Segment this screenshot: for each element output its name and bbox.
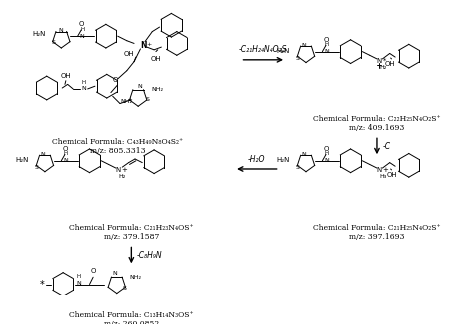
Text: S: S bbox=[123, 286, 127, 291]
Text: N: N bbox=[115, 167, 120, 173]
Text: NH₂: NH₂ bbox=[151, 87, 163, 92]
Text: S: S bbox=[296, 165, 300, 170]
Text: H₂N: H₂N bbox=[15, 157, 28, 163]
Text: -C₈H₉N: -C₈H₉N bbox=[137, 251, 163, 260]
Text: -C: -C bbox=[383, 142, 391, 151]
Text: OH: OH bbox=[151, 56, 161, 62]
Text: N: N bbox=[58, 28, 63, 33]
Text: H₂N: H₂N bbox=[32, 31, 46, 37]
Text: m/z: 805.3313: m/z: 805.3313 bbox=[90, 147, 146, 155]
Text: Chemical Formula: C₂₁H₂₃N₄OS⁺: Chemical Formula: C₂₁H₂₃N₄OS⁺ bbox=[69, 224, 194, 232]
Text: O: O bbox=[323, 146, 328, 152]
Text: H: H bbox=[325, 151, 329, 156]
Text: +: + bbox=[383, 167, 388, 173]
Text: OH: OH bbox=[386, 172, 397, 178]
Text: OH: OH bbox=[384, 61, 395, 67]
Text: Chemical Formula: C₁₃H₁₄N₃OS⁺: Chemical Formula: C₁₃H₁₄N₃OS⁺ bbox=[69, 310, 194, 318]
Text: N: N bbox=[80, 34, 84, 39]
Text: N: N bbox=[325, 158, 329, 163]
Text: N: N bbox=[325, 49, 329, 54]
Text: N: N bbox=[113, 271, 118, 276]
Text: S: S bbox=[35, 165, 39, 170]
Text: N: N bbox=[376, 58, 382, 64]
Text: H₃: H₃ bbox=[380, 174, 387, 179]
Text: N: N bbox=[140, 41, 146, 50]
Text: O: O bbox=[62, 146, 68, 152]
Text: H₂N: H₂N bbox=[276, 48, 290, 54]
Text: N: N bbox=[41, 152, 46, 157]
Text: H: H bbox=[325, 42, 329, 47]
Text: *: * bbox=[40, 280, 45, 290]
Text: +: + bbox=[147, 41, 152, 47]
Text: H: H bbox=[82, 80, 86, 85]
Text: -C₂₁H₂₄N₄O₂S: -C₂₁H₂₄N₄O₂S bbox=[239, 45, 288, 54]
Text: N: N bbox=[302, 43, 307, 48]
Text: S: S bbox=[52, 40, 56, 45]
Text: *: * bbox=[383, 58, 386, 64]
Text: H: H bbox=[76, 274, 81, 279]
Text: O: O bbox=[323, 37, 328, 42]
Text: O: O bbox=[113, 76, 118, 83]
Text: NH₂: NH₂ bbox=[129, 275, 142, 280]
Text: NH₂: NH₂ bbox=[120, 99, 132, 104]
Text: O: O bbox=[91, 268, 96, 273]
Text: S: S bbox=[296, 55, 300, 61]
Text: N: N bbox=[76, 281, 81, 286]
Text: H₂: H₂ bbox=[118, 174, 126, 179]
Text: m/z: 409.1693: m/z: 409.1693 bbox=[349, 124, 405, 132]
Text: -H₂O: -H₂O bbox=[248, 155, 265, 164]
Text: m/z: 260.0852: m/z: 260.0852 bbox=[104, 320, 159, 324]
Text: H: H bbox=[64, 151, 68, 156]
Text: Chemical Formula: C₂₂H₂₅N₄O₂S⁺: Chemical Formula: C₂₂H₂₅N₄O₂S⁺ bbox=[313, 115, 441, 123]
Text: H₂N: H₂N bbox=[276, 157, 290, 163]
Text: H₂: H₂ bbox=[380, 65, 387, 70]
Text: N: N bbox=[82, 87, 86, 91]
Text: N: N bbox=[376, 167, 382, 173]
Text: O: O bbox=[79, 21, 84, 27]
Text: OH: OH bbox=[123, 52, 134, 57]
Text: H: H bbox=[80, 27, 84, 32]
Text: OH: OH bbox=[61, 73, 71, 79]
Text: N: N bbox=[302, 152, 307, 157]
Text: N: N bbox=[64, 158, 68, 163]
Text: +: + bbox=[121, 167, 127, 173]
Text: N: N bbox=[137, 84, 142, 89]
Text: S: S bbox=[146, 98, 149, 102]
Text: m/z: 397.1693: m/z: 397.1693 bbox=[349, 233, 405, 241]
Text: Chemical Formula: C₄₃H₄₉N₈O₄S₂⁺: Chemical Formula: C₄₃H₄₉N₈O₄S₂⁺ bbox=[52, 138, 183, 146]
Text: Chemical Formula: C₂₁H₂₅N₄O₂S⁺: Chemical Formula: C₂₁H₂₅N₄O₂S⁺ bbox=[313, 224, 441, 232]
Text: +: + bbox=[127, 98, 132, 102]
Text: m/z: 379.1587: m/z: 379.1587 bbox=[104, 233, 159, 241]
